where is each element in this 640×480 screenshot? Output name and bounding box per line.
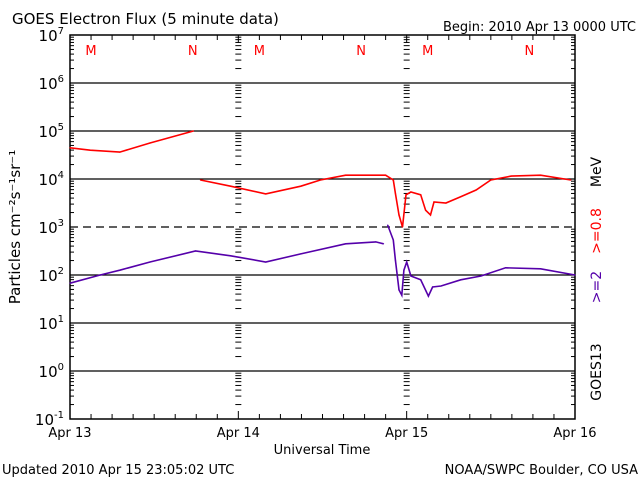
data-point bbox=[475, 189, 477, 191]
orbit-marker: N bbox=[188, 44, 198, 59]
data-point bbox=[382, 243, 385, 245]
data-point bbox=[192, 130, 195, 132]
data-point bbox=[504, 267, 507, 269]
data-point bbox=[149, 261, 151, 263]
data-point bbox=[345, 243, 347, 245]
data-point bbox=[392, 179, 394, 181]
y-tick-label: 100 bbox=[39, 362, 64, 381]
data-point bbox=[149, 142, 151, 144]
x-tick-label: Apr 14 bbox=[217, 426, 260, 441]
label-satellite: GOES13 bbox=[589, 343, 605, 400]
orbit-marker: N bbox=[356, 44, 366, 59]
data-point bbox=[119, 151, 121, 153]
data-point bbox=[300, 185, 302, 187]
data-point bbox=[433, 201, 435, 203]
begin-label: Begin: 2010 Apr 13 0000 UTC bbox=[443, 20, 636, 35]
data-point bbox=[300, 253, 302, 255]
data-point bbox=[375, 241, 377, 243]
data-point bbox=[440, 285, 442, 287]
data-point bbox=[510, 175, 512, 177]
x-tick-label: Apr 15 bbox=[385, 426, 428, 441]
label-2: >=2 bbox=[589, 271, 605, 303]
data-point bbox=[432, 286, 434, 288]
orbit-marker: N bbox=[525, 44, 535, 59]
data-point bbox=[460, 196, 462, 198]
data-point bbox=[406, 261, 408, 263]
data-point bbox=[387, 224, 389, 226]
data-point bbox=[570, 179, 572, 181]
data-point bbox=[398, 214, 400, 216]
data-point bbox=[345, 174, 347, 176]
data-point bbox=[69, 282, 71, 284]
series-line-2mev bbox=[386, 224, 576, 298]
data-point bbox=[392, 239, 394, 241]
data-point bbox=[265, 261, 267, 263]
data-point bbox=[394, 192, 397, 194]
y-tick-label: 10-1 bbox=[35, 410, 64, 429]
data-point bbox=[403, 269, 405, 271]
y-tick-label: 101 bbox=[39, 314, 64, 333]
data-point bbox=[69, 147, 71, 149]
data-point bbox=[401, 294, 403, 296]
y-axis-label: Particles cm⁻²s⁻¹sr⁻¹ bbox=[6, 150, 24, 304]
data-point bbox=[319, 179, 321, 181]
data-point bbox=[490, 179, 492, 181]
data-point bbox=[445, 202, 447, 204]
y-tick-label: 104 bbox=[39, 170, 64, 189]
data-point bbox=[427, 295, 430, 297]
x-axis-label: Universal Time bbox=[274, 443, 371, 458]
label-mev: MeV bbox=[589, 156, 605, 187]
x-tick-label: Apr 16 bbox=[553, 426, 596, 441]
data-point bbox=[194, 250, 197, 252]
data-point bbox=[540, 268, 542, 270]
y-tick-label: 107 bbox=[39, 26, 64, 45]
orbit-marker: M bbox=[85, 44, 96, 59]
data-point bbox=[429, 214, 432, 216]
data-point bbox=[460, 279, 462, 281]
data-point bbox=[394, 259, 397, 261]
series-line-2mev bbox=[69, 241, 384, 284]
data-point bbox=[398, 289, 400, 291]
data-point bbox=[230, 255, 232, 257]
y-tick-label: 103 bbox=[39, 218, 64, 237]
data-point bbox=[540, 174, 542, 176]
data-point bbox=[89, 149, 91, 151]
label-0-8: >=0.8 bbox=[589, 208, 605, 254]
data-point bbox=[410, 191, 412, 193]
data-point bbox=[401, 226, 404, 228]
chart-title: GOES Electron Flux (5 minute data) bbox=[12, 10, 279, 28]
data-point bbox=[405, 194, 407, 196]
orbit-marker: M bbox=[254, 44, 265, 59]
data-point bbox=[99, 274, 101, 276]
data-point bbox=[425, 209, 427, 211]
y-tick-label: 105 bbox=[39, 122, 64, 141]
data-point bbox=[574, 274, 576, 276]
data-point bbox=[420, 194, 422, 196]
data-point bbox=[480, 275, 482, 277]
data-point bbox=[199, 179, 202, 181]
footer-updated: Updated 2010 Apr 15 23:05:02 UTC bbox=[2, 463, 234, 478]
data-point bbox=[385, 174, 387, 176]
footer-source: NOAA/SWPC Boulder, CO USA bbox=[445, 463, 638, 478]
data-point bbox=[410, 275, 412, 277]
y-tick-label: 102 bbox=[39, 266, 64, 285]
y-tick-label: 106 bbox=[39, 74, 64, 93]
data-point bbox=[420, 279, 422, 281]
orbit-marker: M bbox=[422, 44, 433, 59]
data-point bbox=[119, 269, 121, 271]
data-point bbox=[265, 193, 267, 195]
data-point bbox=[230, 185, 232, 187]
series-line-0-8mev bbox=[69, 130, 194, 153]
x-tick-label: Apr 13 bbox=[48, 426, 91, 441]
series-line-0-8mev bbox=[200, 174, 571, 228]
